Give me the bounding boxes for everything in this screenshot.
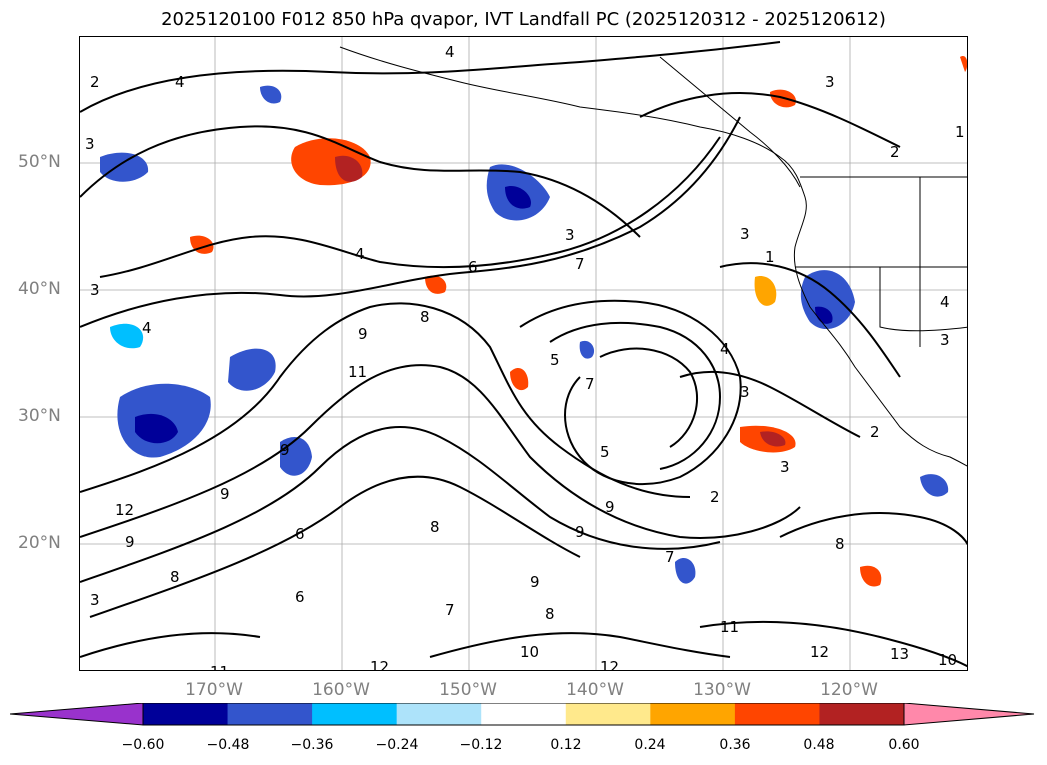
contour-label: 3: [565, 226, 575, 244]
colorbar-bin: [565, 703, 651, 725]
colorbar-bin: [227, 703, 313, 725]
contour-label: 3: [85, 135, 95, 153]
contour-label: 1: [765, 248, 775, 266]
ivt-contours: [80, 41, 967, 668]
contour-label: 8: [420, 308, 430, 326]
colorbar-bin: [143, 703, 229, 725]
contour-label: 13: [890, 645, 909, 663]
colorbar-tick: 0.48: [803, 737, 835, 753]
contour-label: 11: [720, 618, 739, 636]
contour-label: 10: [520, 643, 539, 661]
contour-label: 7: [585, 375, 595, 393]
graticule: [80, 37, 967, 670]
contour-label: 10: [938, 651, 957, 669]
contour-label: 9: [575, 523, 585, 541]
colorbar-tick: 0.60: [888, 737, 920, 753]
contour-label: 6: [295, 525, 305, 543]
colorbar-outline: [142, 703, 905, 726]
map-panel: 2 4 3 3 4 3 1 3 4 6 7 3 2 4 3 9 8 11 9 5…: [79, 36, 968, 671]
contour-label: 4: [142, 319, 152, 337]
colorbar-tick: −0.24: [375, 737, 419, 753]
contour-label: 3: [90, 281, 100, 299]
contour-label: 2: [890, 143, 900, 161]
colorbar-bin: [650, 703, 736, 725]
lon-label-120w: 120°W: [820, 680, 878, 700]
contour-label: 3: [825, 73, 835, 91]
contour-label: 8: [835, 535, 845, 553]
contour-label: 3: [740, 383, 750, 401]
contour-label: 8: [430, 518, 440, 536]
contour-label: 5: [550, 351, 560, 369]
contour-label: 6: [295, 588, 305, 606]
contour-label: 2: [710, 488, 720, 506]
contour-label: 4: [175, 73, 185, 91]
lon-label-150w: 150°W: [439, 680, 497, 700]
contour-label: 5: [600, 443, 610, 461]
colorbar-bin: [481, 703, 567, 725]
contour-label: 9: [220, 485, 230, 503]
contour-label: 11: [210, 663, 229, 671]
lat-label-20n: 20°N: [18, 533, 61, 553]
contour-label: 12: [370, 658, 389, 671]
lat-label-40n: 40°N: [18, 279, 61, 299]
map-title: 2025120100 F012 850 hPa qvapor, IVT Land…: [161, 9, 886, 30]
lon-label-170w: 170°W: [185, 680, 243, 700]
contour-label: 7: [445, 601, 455, 619]
coastlines: [339, 46, 967, 467]
contour-label: 6: [468, 258, 478, 276]
contour-label: 9: [530, 573, 540, 591]
contour-label: 12: [810, 643, 829, 661]
contour-label: 11: [348, 363, 367, 381]
contour-label: 4: [445, 43, 455, 61]
contour-label: 7: [665, 548, 675, 566]
colorbar-extend-low: [10, 703, 144, 726]
contour-label: 8: [545, 605, 555, 623]
colorbar-tick: 0.12: [550, 737, 582, 753]
contour-label: 7: [575, 255, 585, 273]
colorbar-extend-high: [903, 703, 1035, 726]
map-canvas: 2 4 3 3 4 3 1 3 4 6 7 3 2 4 3 9 8 11 9 5…: [80, 37, 967, 671]
colorbar-bin: [819, 703, 905, 725]
colorbar-bin: [312, 703, 398, 725]
colorbar-tick: −0.12: [459, 737, 503, 753]
contour-label: 4: [940, 293, 950, 311]
colorbar: [10, 703, 1035, 726]
colorbar-tick: 0.36: [719, 737, 751, 753]
colorbar-tick: −0.48: [206, 737, 250, 753]
contour-label: 12: [115, 501, 134, 519]
colorbar-tick: 0.24: [634, 737, 666, 753]
contour-labels: 2 4 3 3 4 3 1 3 4 6 7 3 2 4 3 9 8 11 9 5…: [85, 43, 965, 671]
colorbar-bin: [396, 703, 482, 725]
contour-label: 2: [870, 423, 880, 441]
lon-label-160w: 160°W: [312, 680, 370, 700]
contour-label: 9: [125, 533, 135, 551]
contour-label: 3: [90, 591, 100, 609]
contour-label: 2: [90, 73, 100, 91]
lat-label-30n: 30°N: [18, 406, 61, 426]
contour-label: 8: [170, 568, 180, 586]
colorbar-segments: [143, 703, 905, 725]
colorbar-bin: [734, 703, 820, 725]
colorbar-tick: −0.60: [121, 737, 165, 753]
contour-label: 12: [600, 658, 619, 671]
lat-label-50n: 50°N: [18, 152, 61, 172]
contour-label: 4: [355, 245, 365, 263]
contour-label: 3: [740, 225, 750, 243]
qvapor-fill: [100, 56, 967, 587]
contour-label: 1: [955, 123, 965, 141]
contour-label: 9: [605, 498, 615, 516]
contour-label: 3: [940, 331, 950, 349]
colorbar-tick: −0.36: [290, 737, 334, 753]
contour-label: 9: [280, 441, 290, 459]
contour-label: 9: [358, 325, 368, 343]
lon-label-130w: 130°W: [693, 680, 751, 700]
lon-label-140w: 140°W: [566, 680, 624, 700]
contour-label: 4: [720, 340, 730, 358]
contour-label: 3: [780, 458, 790, 476]
